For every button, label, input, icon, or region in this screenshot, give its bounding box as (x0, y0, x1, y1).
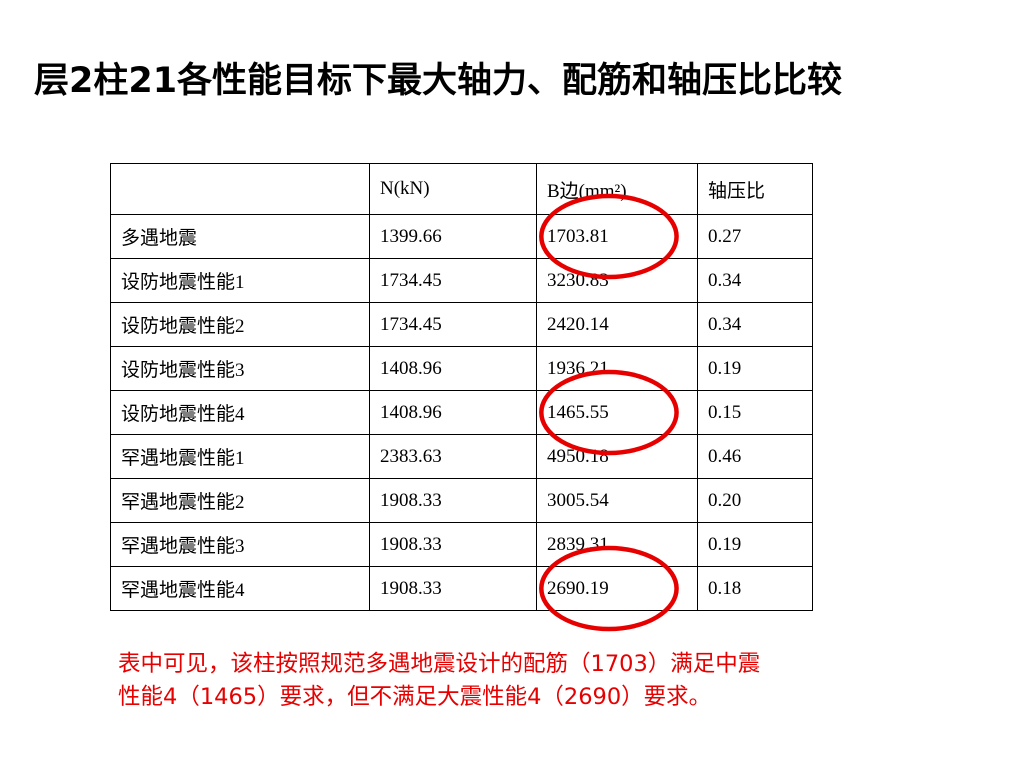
row-label: 设防地震性能1 (110, 258, 370, 303)
reinforcement-value: 4950.18 (536, 434, 698, 479)
reinforcement-value: 2690.19 (536, 566, 698, 611)
row-label: 罕遇地震性能4 (110, 566, 370, 611)
row-label: 罕遇地震性能2 (110, 478, 370, 523)
table-header-row: N(kN) B边(mm²) 轴压比 (110, 163, 813, 215)
axial-force-value: 1734.45 (369, 258, 537, 303)
table-row: 罕遇地震性能3 1908.33 2839.31 0.19 (110, 522, 813, 567)
row-label: 设防地震性能4 (110, 390, 370, 435)
axial-ratio-value: 0.15 (697, 390, 813, 435)
conclusion-note: 表中可见，该柱按照规范多遇地震设计的配筋（1703）满足中震 性能4（1465）… (118, 648, 938, 714)
header-cell-axial-force: N(kN) (369, 163, 537, 215)
axial-ratio-value: 0.46 (697, 434, 813, 479)
reinforcement-value: 3005.54 (536, 478, 698, 523)
axial-force-value: 2383.63 (369, 434, 537, 479)
axial-force-value: 1908.33 (369, 478, 537, 523)
row-label: 罕遇地震性能3 (110, 522, 370, 567)
row-label: 罕遇地震性能1 (110, 434, 370, 479)
axial-force-value: 1399.66 (369, 214, 537, 259)
conclusion-line-2: 性能4（1465）要求，但不满足大震性能4（2690）要求。 (118, 684, 712, 710)
axial-force-value: 1734.45 (369, 302, 537, 347)
reinforcement-value: 2839.31 (536, 522, 698, 567)
header-cell-axial-ratio: 轴压比 (697, 163, 813, 215)
table-row: 设防地震性能4 1408.96 1465.55 0.15 (110, 390, 813, 435)
table-row: 设防地震性能1 1734.45 3230.83 0.34 (110, 258, 813, 303)
header-cell-reinforcement: B边(mm²) (536, 163, 698, 215)
header-cell-empty (110, 163, 370, 215)
row-label: 设防地震性能3 (110, 346, 370, 391)
axial-ratio-value: 0.19 (697, 522, 813, 567)
reinforcement-value: 3230.83 (536, 258, 698, 303)
axial-force-value: 1908.33 (369, 522, 537, 567)
table-row: 罕遇地震性能4 1908.33 2690.19 0.18 (110, 566, 813, 611)
row-label: 设防地震性能2 (110, 302, 370, 347)
page-title: 层2柱21各性能目标下最大轴力、配筋和轴压比比较 (34, 61, 843, 101)
table-row: 设防地震性能2 1734.45 2420.14 0.34 (110, 302, 813, 347)
reinforcement-value: 1465.55 (536, 390, 698, 435)
axial-force-value: 1408.96 (369, 346, 537, 391)
axial-force-value: 1908.33 (369, 566, 537, 611)
axial-ratio-value: 0.20 (697, 478, 813, 523)
table-row: 设防地震性能3 1408.96 1936.21 0.19 (110, 346, 813, 391)
table-row: 罕遇地震性能1 2383.63 4950.18 0.46 (110, 434, 813, 479)
axial-ratio-value: 0.27 (697, 214, 813, 259)
axial-force-value: 1408.96 (369, 390, 537, 435)
conclusion-line-1: 表中可见，该柱按照规范多遇地震设计的配筋（1703）满足中震 (118, 651, 761, 677)
reinforcement-value: 1703.81 (536, 214, 698, 259)
axial-ratio-value: 0.34 (697, 258, 813, 303)
reinforcement-value: 1936.21 (536, 346, 698, 391)
axial-ratio-value: 0.18 (697, 566, 813, 611)
row-label: 多遇地震 (110, 214, 370, 259)
comparison-table: N(kN) B边(mm²) 轴压比 多遇地震 1399.66 1703.81 0… (110, 163, 813, 611)
table-row: 多遇地震 1399.66 1703.81 0.27 (110, 214, 813, 259)
table-row: 罕遇地震性能2 1908.33 3005.54 0.20 (110, 478, 813, 523)
axial-ratio-value: 0.19 (697, 346, 813, 391)
axial-ratio-value: 0.34 (697, 302, 813, 347)
reinforcement-value: 2420.14 (536, 302, 698, 347)
